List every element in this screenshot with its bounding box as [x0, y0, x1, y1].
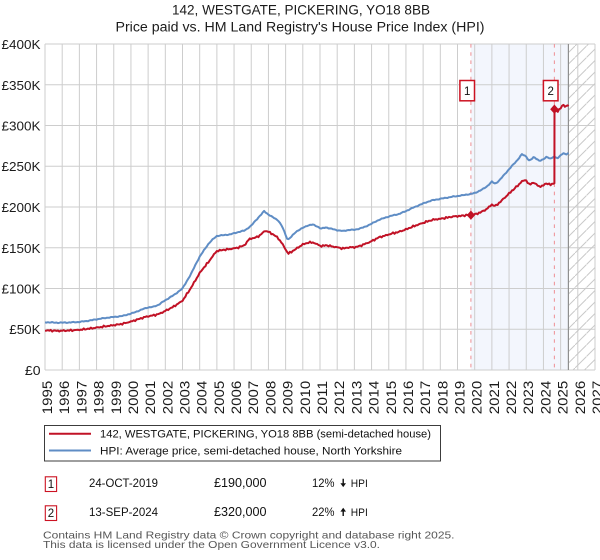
svg-text:2: 2: [547, 86, 553, 98]
svg-text:2020: 2020: [470, 381, 485, 415]
svg-text:2001: 2001: [143, 381, 158, 415]
svg-text:HPI: HPI: [351, 507, 368, 519]
svg-text:1995: 1995: [40, 381, 55, 415]
svg-text:2027: 2027: [590, 381, 600, 415]
svg-text:2022: 2022: [504, 381, 519, 415]
svg-text:1996: 1996: [57, 381, 72, 415]
svg-text:1997: 1997: [74, 381, 89, 415]
svg-text:2026: 2026: [573, 381, 588, 415]
svg-text:2021: 2021: [487, 381, 502, 415]
svg-text:£350K: £350K: [2, 78, 41, 93]
svg-text:2011: 2011: [315, 381, 330, 415]
svg-text:2013: 2013: [349, 381, 364, 415]
svg-text:2017: 2017: [418, 381, 433, 415]
svg-text:2024: 2024: [538, 380, 553, 414]
svg-text:2016: 2016: [401, 381, 416, 415]
svg-text:1: 1: [464, 86, 470, 98]
svg-text:142, WESTGATE, PICKERING, YO18: 142, WESTGATE, PICKERING, YO18 8BB (semi…: [100, 429, 431, 441]
svg-text:£250K: £250K: [2, 159, 41, 174]
svg-text:2012: 2012: [332, 381, 347, 415]
svg-text:HPI: HPI: [351, 478, 368, 490]
svg-text:Price paid vs. HM Land Registr: Price paid vs. HM Land Registry's House …: [116, 19, 485, 35]
svg-text:2015: 2015: [384, 381, 399, 415]
svg-text:2006: 2006: [229, 381, 244, 415]
svg-text:2008: 2008: [263, 381, 278, 415]
svg-text:£400K: £400K: [2, 37, 41, 52]
svg-text:£200K: £200K: [2, 200, 41, 215]
svg-text:2010: 2010: [298, 381, 313, 415]
svg-text:2023: 2023: [521, 381, 536, 415]
svg-text:2009: 2009: [281, 381, 296, 415]
svg-text:2014: 2014: [367, 380, 382, 414]
svg-text:24-OCT-2019: 24-OCT-2019: [89, 478, 158, 490]
svg-text:2002: 2002: [160, 381, 175, 415]
svg-text:£190,000: £190,000: [214, 476, 267, 490]
svg-text:£50K: £50K: [9, 322, 41, 337]
svg-text:2025: 2025: [556, 381, 571, 415]
svg-text:13-SEP-2024: 13-SEP-2024: [89, 507, 159, 519]
svg-text:HPI: Average price, semi-detac: HPI: Average price, semi-detached house,…: [100, 445, 402, 457]
svg-text:£0: £0: [25, 363, 41, 378]
svg-text:Contains HM Land Registry data: Contains HM Land Registry data © Crown c…: [43, 530, 455, 541]
svg-text:£320,000: £320,000: [214, 505, 267, 519]
svg-text:This data is licensed under th: This data is licensed under the Open Gov…: [43, 540, 380, 551]
svg-text:£300K: £300K: [2, 119, 41, 134]
svg-text:1999: 1999: [109, 381, 124, 415]
svg-text:£100K: £100K: [2, 282, 41, 297]
svg-text:142, WESTGATE, PICKERING, YO18: 142, WESTGATE, PICKERING, YO18 8BB: [172, 3, 430, 18]
svg-text:£150K: £150K: [2, 241, 41, 256]
svg-text:2007: 2007: [246, 381, 261, 415]
svg-text:2018: 2018: [435, 381, 450, 415]
svg-text:22%: 22%: [312, 505, 335, 519]
svg-text:1: 1: [48, 479, 54, 491]
svg-text:2003: 2003: [178, 381, 193, 415]
svg-text:2005: 2005: [212, 381, 227, 415]
svg-text:2000: 2000: [126, 381, 141, 415]
svg-text:2019: 2019: [453, 381, 468, 415]
svg-text:12%: 12%: [312, 476, 335, 490]
svg-text:2: 2: [48, 508, 54, 520]
svg-text:1998: 1998: [92, 381, 107, 415]
svg-text:2004: 2004: [195, 380, 210, 414]
